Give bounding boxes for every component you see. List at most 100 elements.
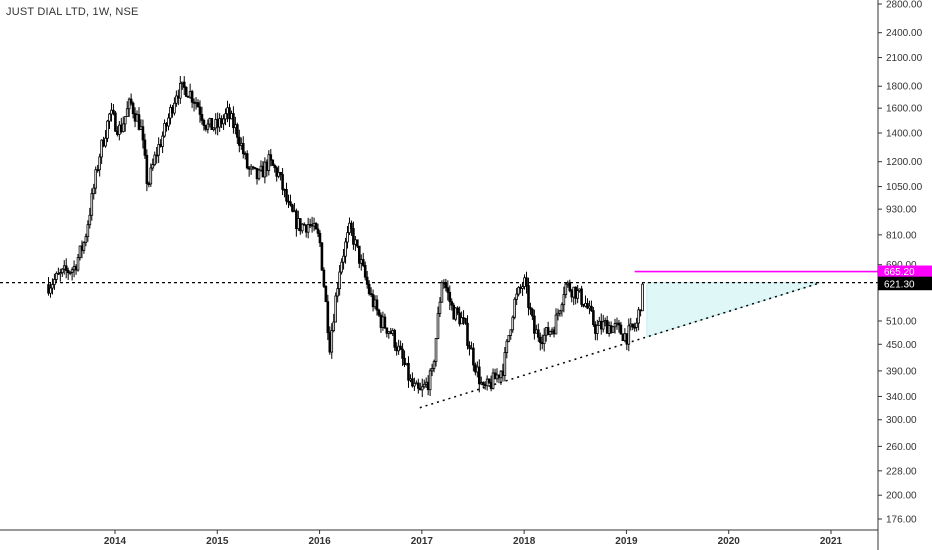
candle-body xyxy=(588,305,591,309)
candle-body xyxy=(462,317,465,320)
price-tick-label: 510.00 xyxy=(886,316,917,327)
candle-body xyxy=(84,236,88,244)
candle-body xyxy=(456,307,459,314)
candle-body xyxy=(330,330,334,353)
candle-body xyxy=(125,108,129,117)
candle-body xyxy=(501,370,505,376)
price-tick-label: 1050.00 xyxy=(886,182,923,193)
candle-body xyxy=(53,279,56,285)
price-tick-label: 2800.00 xyxy=(886,0,923,11)
candle-body xyxy=(639,309,642,312)
candle-body xyxy=(391,330,395,334)
candle-body xyxy=(450,301,454,306)
candle-body xyxy=(564,283,568,295)
candle-body xyxy=(424,381,428,385)
time-axis[interactable]: 2014 2015 2016 2017 2018 2019 2020 2021 xyxy=(0,529,878,547)
candle-body xyxy=(202,119,206,126)
time-tick-label: 2021 xyxy=(820,536,843,547)
candle-body xyxy=(114,112,117,132)
candle-body xyxy=(72,266,76,271)
candle-body xyxy=(358,245,361,264)
candle-body xyxy=(468,345,471,349)
candle-body xyxy=(590,305,593,312)
candle-body xyxy=(143,139,147,156)
candle-body xyxy=(397,345,400,352)
price-tags: 665.20626.60621.30 xyxy=(878,265,932,291)
candle-body xyxy=(214,119,218,129)
candle-body xyxy=(200,114,204,121)
candle-body xyxy=(204,125,208,130)
time-tick-label: 2016 xyxy=(308,536,331,547)
candle-body xyxy=(133,113,137,122)
candle-body xyxy=(194,102,198,105)
candle-body xyxy=(452,304,456,320)
price-axis[interactable]: 2800.00 2400.00 2100.00 1800.00 1600.00 1400.… xyxy=(877,0,923,550)
price-tick-label: 200.00 xyxy=(886,491,917,502)
candle-body xyxy=(446,287,450,293)
candle-body xyxy=(509,329,513,336)
candle-body xyxy=(454,307,457,320)
candle-body xyxy=(627,325,631,345)
candle-body xyxy=(49,287,52,294)
price-tick-label: 390.00 xyxy=(886,366,917,377)
rising-trendline[interactable] xyxy=(419,281,821,409)
candle-body xyxy=(338,271,341,290)
price-tick-label: 1600.00 xyxy=(886,104,923,115)
candle-body xyxy=(430,368,434,372)
candle-body xyxy=(586,302,589,309)
candle-body xyxy=(464,317,467,324)
time-tick-label: 2017 xyxy=(411,536,434,547)
candle-body xyxy=(601,321,605,330)
candle-body xyxy=(304,224,308,233)
candle-body xyxy=(440,282,444,303)
price-tick-label: 450.00 xyxy=(886,340,917,351)
candle-body xyxy=(554,314,558,335)
candle-body xyxy=(422,383,426,388)
candle-body xyxy=(497,374,501,379)
candle-body xyxy=(66,270,70,274)
candle-body xyxy=(369,293,373,296)
candle-body xyxy=(320,242,324,271)
candle-body xyxy=(90,193,94,216)
candle-body xyxy=(599,320,603,330)
candle-body xyxy=(379,314,383,328)
candle-body xyxy=(387,331,391,334)
candle-body xyxy=(481,382,485,386)
candle-body xyxy=(548,331,552,335)
candle-body xyxy=(255,168,259,180)
candle-body xyxy=(167,117,170,127)
time-tick-label: 2020 xyxy=(718,536,741,547)
candle-body xyxy=(135,114,139,122)
time-tick-label: 2018 xyxy=(513,536,536,547)
candle-body xyxy=(491,372,495,389)
price-tick-label: 1400.00 xyxy=(886,129,923,140)
candle-body xyxy=(635,322,638,328)
candle-body xyxy=(615,322,619,325)
candle-body xyxy=(596,325,599,334)
candle-body xyxy=(206,123,210,130)
candle-body xyxy=(344,241,347,257)
candle-body xyxy=(562,294,566,306)
candle-body xyxy=(259,165,263,171)
candle-body xyxy=(68,271,72,274)
candle-body xyxy=(426,381,430,391)
candle-body xyxy=(171,107,174,114)
candle-body xyxy=(354,239,357,245)
candle-body xyxy=(243,153,247,156)
candle-body xyxy=(605,320,609,334)
candle-body xyxy=(293,210,296,213)
candle-body xyxy=(238,136,241,146)
price-tick-label: 930.00 xyxy=(886,205,917,216)
candle-body xyxy=(80,245,84,251)
candle-body xyxy=(336,288,339,297)
candle-body xyxy=(574,286,577,299)
candle-body xyxy=(346,232,349,243)
candle-body xyxy=(310,224,314,227)
candle-body xyxy=(566,282,570,285)
candle-body xyxy=(556,312,560,316)
candle-body xyxy=(578,288,581,292)
last-price-tag-bg xyxy=(878,278,932,291)
candle-body xyxy=(295,210,298,230)
candle-body xyxy=(247,167,251,170)
